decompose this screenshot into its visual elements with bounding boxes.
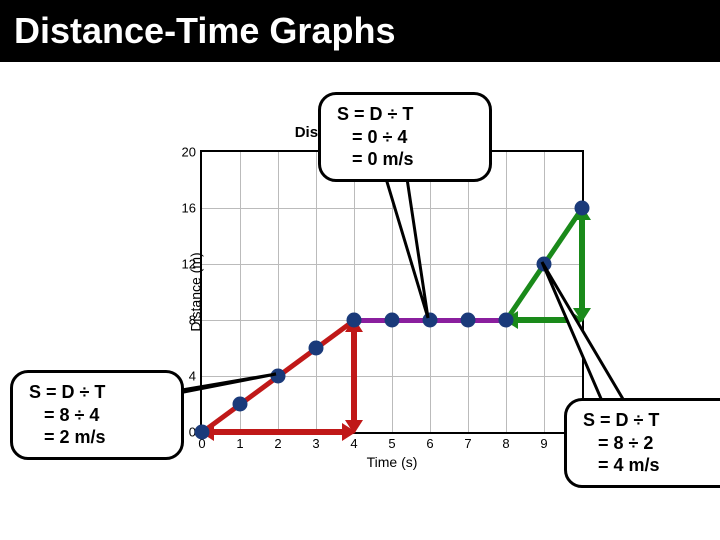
data-point [347,313,362,328]
page-title: Distance-Time Graphs [0,0,720,62]
formula-line: S = D ÷ T [583,409,719,432]
data-point [309,341,324,356]
callout-segment-1: S = D ÷ T = 8 ÷ 4 = 2 m/s [10,370,184,460]
x-tick: 8 [502,432,509,451]
callout-segment-3: S = D ÷ T = 8 ÷ 2 = 4 m/s [564,398,720,488]
data-point [461,313,476,328]
x-tick: 6 [426,432,433,451]
callout-segment-2: S = D ÷ T = 0 ÷ 4 = 0 m/s [318,92,492,182]
formula-line: = 8 ÷ 4 [29,404,165,427]
x-tick: 5 [388,432,395,451]
formula-line: = 8 ÷ 2 [583,432,719,455]
x-axis-label: Time (s) [367,454,418,470]
y-tick: 12 [166,257,202,272]
formula-line: = 2 m/s [29,426,165,449]
data-point [499,313,514,328]
formula-line: = 0 m/s [337,148,473,171]
y-tick: 8 [166,313,202,328]
x-tick: 7 [464,432,471,451]
formula-line: = 4 m/s [583,454,719,477]
data-point [575,201,590,216]
y-tick: 16 [166,201,202,216]
y-tick: 20 [166,145,202,160]
formula-line: = 0 ÷ 4 [337,126,473,149]
formula-line: S = D ÷ T [337,103,473,126]
formula-line: S = D ÷ T [29,381,165,404]
